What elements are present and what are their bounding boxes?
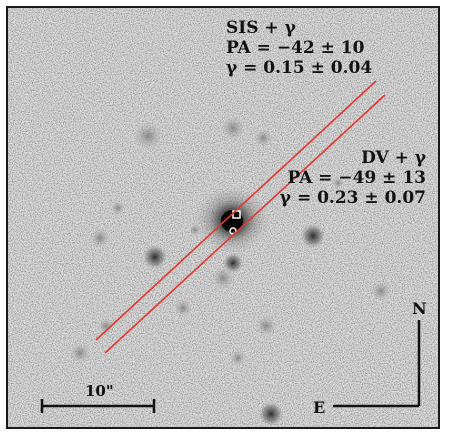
scale-bar [40,399,156,413]
dv-model-label: DV + γ [361,148,426,168]
east-label: E [313,398,326,417]
dv-pa-label: PA = −49 ± 13 [287,168,426,188]
sis-shear-line [95,80,377,341]
sis-annotation: SIS + γ PA = −42 ± 10 γ = 0.15 ± 0.04 [226,18,372,78]
sis-model-label: SIS + γ [226,18,296,38]
faint-sources [70,116,391,366]
compass-arrows [333,320,421,408]
dv-shear-line [104,94,386,354]
north-label: N [412,299,427,318]
scale-bar-label: 10" [85,382,114,400]
bright-sources [143,224,325,426]
sis-gamma-label: γ = 0.15 ± 0.04 [226,58,373,78]
dv-gamma-label: γ = 0.23 ± 0.07 [279,188,426,208]
sis-pa-label: PA = −42 ± 10 [226,38,365,58]
dv-annotation: DV + γ PA = −49 ± 13 γ = 0.23 ± 0.07 [280,148,426,208]
sky-image [8,8,438,427]
image-frame: SIS + γ PA = −42 ± 10 γ = 0.15 ± 0.04 DV… [6,6,440,429]
lens-galaxy [194,186,270,254]
